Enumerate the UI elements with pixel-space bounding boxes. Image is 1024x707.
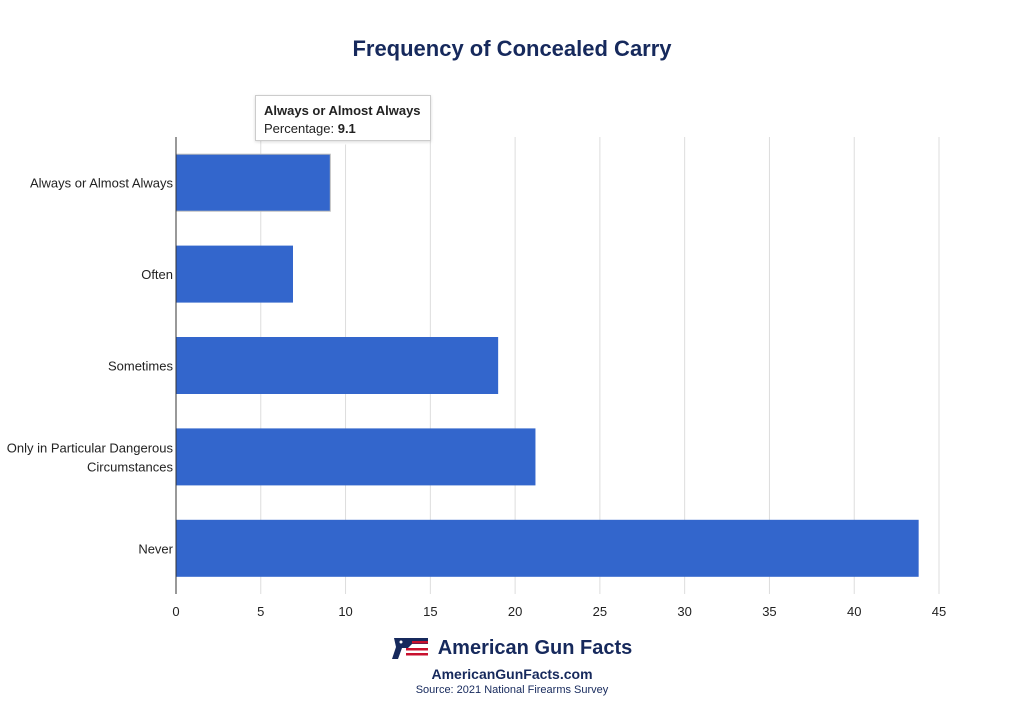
tooltip-category: Always or Almost Always [264, 103, 421, 118]
bar[interactable] [176, 245, 293, 303]
tooltip: Always or Almost Always Percentage: 9.1 [255, 95, 431, 141]
x-tick-label: 25 [593, 604, 607, 619]
y-category-label: Always or Almost Always [30, 176, 174, 191]
x-tick-label: 35 [762, 604, 776, 619]
bar[interactable] [176, 519, 919, 577]
tooltip-label: Percentage: [264, 121, 338, 136]
tooltip-tail [330, 140, 350, 152]
x-tick-label: 5 [257, 604, 264, 619]
brand: American Gun Facts [0, 636, 1024, 660]
x-tick-label: 30 [677, 604, 691, 619]
x-tick-label: 40 [847, 604, 861, 619]
y-category-label: Often [141, 267, 173, 282]
y-category-label: Sometimes [108, 359, 174, 374]
y-category-label: Circumstances [87, 459, 173, 474]
bar[interactable] [176, 337, 499, 394]
source-note: Source: 2021 National Firearms Survey [415, 684, 609, 696]
brand-name: American Gun Facts [437, 636, 633, 659]
x-tick-label: 15 [423, 604, 437, 619]
bar[interactable] [176, 428, 536, 486]
site-link[interactable]: AmericanGunFacts.com [431, 666, 593, 682]
chart-title: Frequency of Concealed Carry [352, 36, 672, 61]
y-category-label: Never [138, 541, 173, 556]
x-tick-label: 45 [932, 604, 946, 619]
gun-flag-logo-icon [391, 638, 428, 659]
y-category-label: Only in Particular Dangerous [7, 440, 174, 455]
tooltip-value: 9.1 [337, 121, 356, 136]
x-tick-label: 20 [508, 604, 522, 619]
bar[interactable] [175, 153, 331, 212]
x-tick-label: 10 [338, 604, 352, 619]
x-tick-label: 0 [172, 604, 179, 619]
